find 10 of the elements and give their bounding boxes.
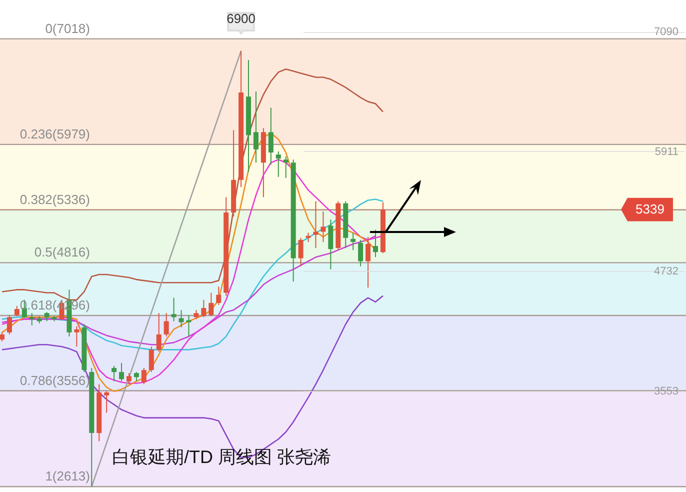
ref-line-label: 0.382(5336) xyxy=(20,192,90,207)
annotation: 6900 xyxy=(226,10,256,26)
annotation: 5339 xyxy=(636,202,664,217)
ref-line-label: 0(7018) xyxy=(45,20,90,36)
y-tick-label: 4732 xyxy=(654,266,678,278)
y-tick-label: 5911 xyxy=(654,146,678,158)
ref-line-label: 0.236(5979) xyxy=(20,126,90,142)
y-tick-label: 7090 xyxy=(654,26,678,38)
ref-line-label: 0.5(4816) xyxy=(34,244,90,260)
ref-line-label: 1(2613) xyxy=(45,468,90,484)
